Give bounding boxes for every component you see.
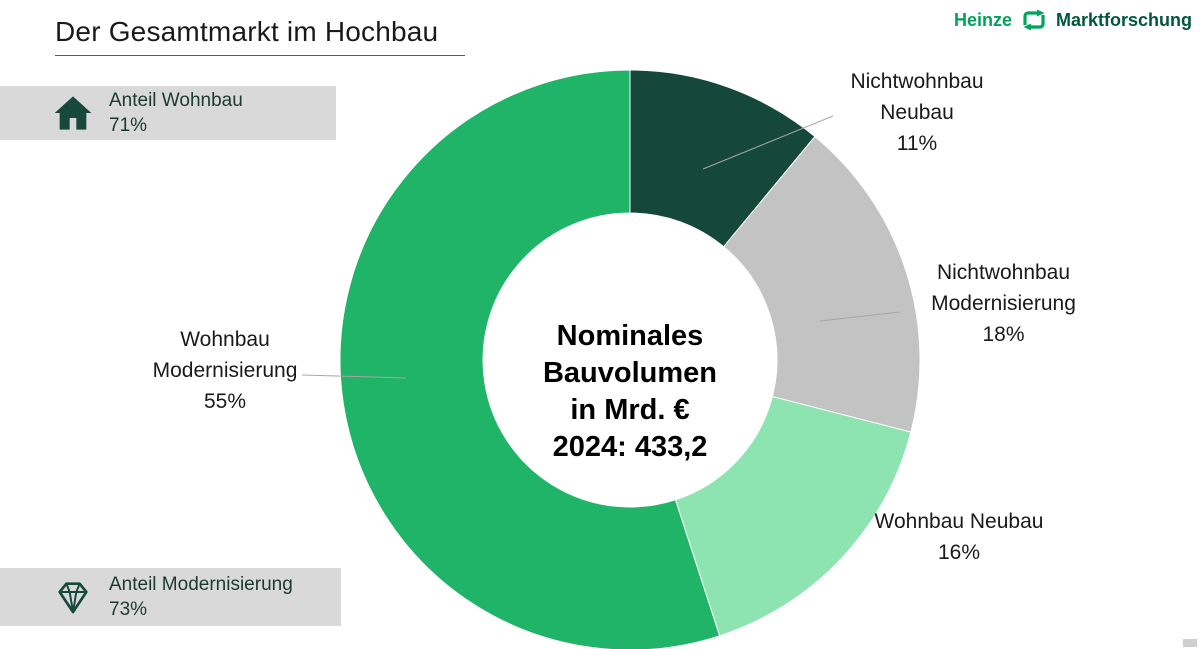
- badge-anteil-wohnbau: Anteil Wohnbau 71%: [0, 86, 336, 140]
- logo-text-heinze: Heinze: [953, 9, 1012, 30]
- page-title: Der Gesamtmarkt im Hochbau: [55, 16, 439, 47]
- center-line-3: in Mrd. €: [570, 394, 690, 426]
- segment-pct: 18%: [982, 323, 1025, 346]
- title-underline: [55, 55, 465, 56]
- badge-anteil-modernisierung: Anteil Modernisierung 73%: [0, 568, 341, 626]
- diamond-icon: [52, 577, 94, 617]
- logo-text-marktforschung: Marktforschung: [1055, 9, 1192, 30]
- heinze-logo: Heinze Marktforschung: [954, 6, 1192, 34]
- label-nichtwohnbau-neubau: Nichtwohnbau Neubau 11%: [822, 66, 1012, 159]
- badge-label: Anteil Wohnbau: [109, 90, 243, 111]
- donut-segment-2: [722, 135, 921, 433]
- donut-segment-4: [339, 69, 721, 649]
- chart-center-label: Nominales Bauvolumen in Mrd. € 2024: 433…: [480, 318, 780, 466]
- heinze-arrows-icon: [1017, 6, 1051, 34]
- badge-value: 71%: [109, 115, 148, 136]
- segment-name: Wohnbau Neubau: [874, 510, 1044, 533]
- badge-value: 73%: [109, 599, 148, 620]
- segment-pct: 55%: [203, 390, 247, 413]
- center-line-1: Nominales: [556, 320, 704, 352]
- segment-name: Nichtwohnbau Neubau: [850, 70, 984, 124]
- house-icon: [52, 93, 94, 133]
- segment-name: Wohnbau Modernisierung: [152, 328, 298, 382]
- label-wohnbau-modernisierung: Wohnbau Modernisierung 55%: [131, 324, 319, 417]
- segment-pct: 11%: [896, 132, 938, 155]
- badge-label: Anteil Modernisierung: [109, 574, 293, 595]
- center-line-4: 2024: 433,2: [552, 431, 708, 463]
- badge-text: Anteil Wohnbau 71%: [109, 88, 243, 138]
- center-line-2: Bauvolumen: [542, 357, 718, 389]
- label-wohnbau-neubau: Wohnbau Neubau 16%: [866, 506, 1052, 568]
- badge-text: Anteil Modernisierung 73%: [109, 572, 293, 622]
- label-nichtwohnbau-modernisierung: Nichtwohnbau Modernisierung 18%: [906, 257, 1101, 350]
- corner-decoration: [1183, 639, 1197, 647]
- segment-pct: 16%: [937, 541, 981, 564]
- donut-segment-3: [674, 395, 912, 637]
- segment-name: Nichtwohnbau Modernisierung: [931, 261, 1076, 315]
